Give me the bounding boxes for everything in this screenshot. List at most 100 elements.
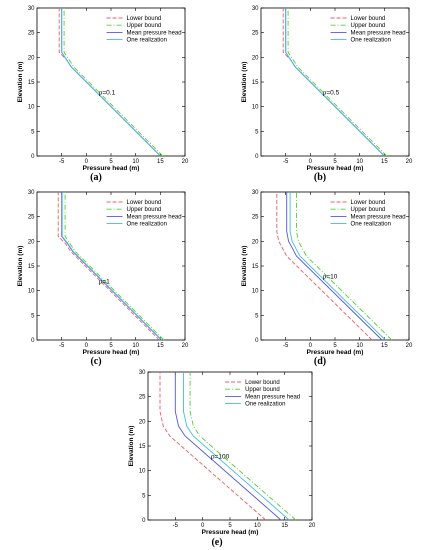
series-line-lower-bound [159, 372, 266, 521]
legend-label: Upper bound [127, 23, 162, 29]
chart-panel: -5 0 5 10 15 20 0 5 10 15 20 25 30 Pressure head (m) E… [241, 190, 413, 367]
legend-label: Mean pressure head [127, 214, 182, 220]
y-tick-label: 30 [28, 6, 35, 12]
legend-label: One realization [245, 402, 285, 408]
panel-caption: (e) [211, 537, 222, 548]
panel-caption: (a) [90, 172, 102, 183]
y-tick-label: 15 [28, 80, 35, 86]
y-tick-label: 0 [142, 518, 146, 524]
series-line-lower-bound [276, 192, 373, 341]
x-tick-label: 10 [254, 523, 261, 529]
chart-panel: -5 0 5 10 15 20 0 5 10 15 20 25 30 Pressure head (m) E… [17, 6, 189, 183]
x-tick-label: 0 [85, 343, 89, 349]
series-line-one-realization [289, 192, 386, 341]
x-tick-label: 15 [381, 343, 388, 349]
x-tick-label: 0 [201, 523, 205, 529]
x-tick-label: 20 [182, 343, 189, 349]
x-tick-label: 10 [356, 343, 363, 349]
y-tick-label: 30 [28, 190, 35, 196]
legend-label: Lower bound [351, 16, 386, 22]
rho-annotation: ρ=100 [211, 453, 230, 460]
y-tick-label: 0 [255, 154, 259, 160]
series-line-mean-pressure-head [286, 192, 383, 341]
x-tick-label: 0 [309, 159, 313, 165]
y-tick-label: 15 [252, 264, 259, 270]
x-tick-label: 15 [157, 159, 164, 165]
x-axis-label: Pressure head (m) [307, 349, 364, 356]
rho-annotation: ρ=10 [323, 273, 338, 280]
legend-label: Mean pressure head [351, 30, 406, 36]
x-tick-label: -5 [173, 523, 179, 529]
y-tick-label: 25 [28, 31, 35, 37]
legend-label: One realization [127, 38, 167, 44]
y-axis-label: Elevation (m) [17, 246, 24, 287]
x-tick-label: 20 [309, 523, 316, 529]
x-tick-label: -5 [59, 159, 65, 165]
x-axis-label: Pressure head (m) [83, 165, 140, 172]
series-line-upper-bound [63, 8, 164, 157]
y-tick-label: 10 [252, 289, 259, 295]
y-tick-label: 10 [28, 289, 35, 295]
x-tick-label: 20 [406, 159, 413, 165]
series-line-lower-bound [57, 192, 160, 341]
legend-label: Lower bound [351, 200, 386, 206]
legend-label: Upper bound [245, 387, 280, 393]
y-tick-label: 30 [252, 190, 259, 196]
y-tick-label: 10 [252, 105, 259, 111]
y-tick-label: 20 [28, 239, 35, 245]
y-axis-label: Elevation (m) [241, 62, 248, 103]
x-tick-label: 10 [132, 343, 139, 349]
legend-label: Upper bound [351, 23, 386, 29]
series-line-one-realization [61, 8, 161, 157]
series-line-mean-pressure-head [174, 372, 282, 521]
legend-label: One realization [351, 38, 391, 44]
legend-label: Lower bound [127, 200, 162, 206]
y-tick-label: 20 [252, 55, 259, 61]
series-line-upper-bound [287, 8, 388, 157]
x-axis-label: Pressure head (m) [83, 349, 140, 356]
x-tick-label: 5 [109, 343, 113, 349]
x-tick-label: 10 [132, 159, 139, 165]
y-tick-label: 15 [252, 80, 259, 86]
x-tick-label: 5 [109, 159, 113, 165]
y-tick-label: 5 [255, 129, 259, 135]
x-tick-label: 15 [157, 343, 164, 349]
y-tick-label: 25 [139, 395, 146, 401]
x-tick-label: -5 [59, 343, 65, 349]
legend-label: Mean pressure head [245, 394, 300, 400]
y-tick-label: 5 [31, 313, 35, 319]
x-tick-label: 5 [333, 159, 337, 165]
x-axis-label: Pressure head (m) [307, 165, 364, 172]
y-tick-label: 0 [31, 154, 35, 160]
x-tick-label: 15 [281, 523, 288, 529]
x-tick-label: 20 [182, 159, 189, 165]
series-line-upper-bound [189, 372, 296, 521]
chart-panel: -5 0 5 10 15 20 0 5 10 15 20 25 30 Pressure head (m) E… [128, 370, 316, 548]
panel-caption: (b) [314, 172, 326, 183]
x-tick-label: 0 [309, 343, 313, 349]
x-tick-label: 5 [333, 343, 337, 349]
y-tick-label: 20 [252, 239, 259, 245]
series-line-one-realization [61, 192, 163, 341]
series-line-one-realization [183, 372, 290, 521]
chart-panel: -5 0 5 10 15 20 0 5 10 15 20 25 30 Pressure head (m) E… [17, 190, 189, 367]
x-tick-label: -5 [283, 343, 289, 349]
y-tick-label: 15 [139, 444, 146, 450]
chart-panel: -5 0 5 10 15 20 0 5 10 15 20 25 30 Pressure head (m) E… [241, 6, 413, 183]
y-tick-label: 20 [139, 419, 146, 425]
panel-caption: (c) [90, 356, 101, 367]
x-tick-label: 0 [85, 159, 89, 165]
series-line-upper-bound [64, 192, 165, 341]
y-axis-label: Elevation (m) [128, 426, 135, 467]
x-tick-label: -5 [283, 159, 289, 165]
y-tick-label: 5 [255, 313, 259, 319]
y-tick-label: 0 [31, 338, 35, 344]
legend-label: Mean pressure head [351, 214, 406, 220]
x-tick-label: 5 [228, 523, 232, 529]
y-tick-label: 10 [28, 105, 35, 111]
x-axis-label: Pressure head (m) [202, 529, 259, 536]
x-tick-label: 15 [381, 159, 388, 165]
legend-label: Upper bound [127, 207, 162, 213]
y-tick-label: 5 [31, 129, 35, 135]
